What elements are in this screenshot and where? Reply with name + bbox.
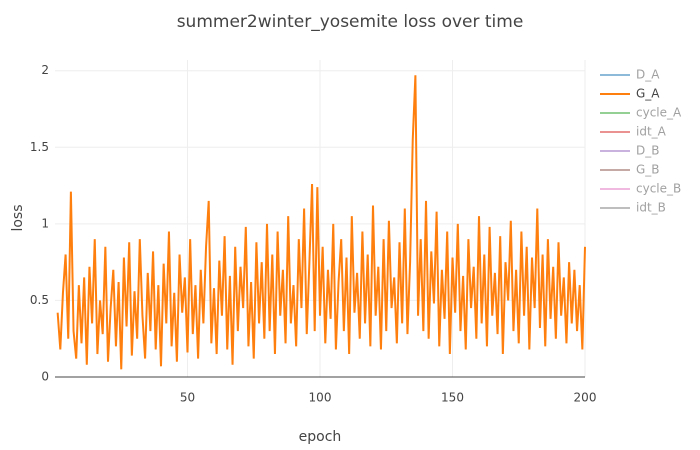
y-tick-label: 0 — [41, 370, 49, 384]
chart-title: summer2winter_yosemite loss over time — [177, 12, 524, 32]
legend-label[interactable]: idt_A — [636, 125, 667, 139]
x-tick-label: 150 — [441, 391, 464, 405]
y-axis-label: loss — [10, 204, 26, 231]
x-tick-label: 50 — [180, 391, 195, 405]
y-tick-label: 2 — [41, 63, 49, 77]
legend-label[interactable]: cycle_B — [636, 182, 681, 196]
x-tick-label: 200 — [574, 391, 597, 405]
legend-label[interactable]: G_B — [636, 163, 660, 177]
legend-label[interactable]: D_A — [636, 68, 660, 82]
y-tick-label: 0.5 — [30, 293, 49, 307]
legend-label[interactable]: D_B — [636, 144, 659, 158]
x-axis-label: epoch — [299, 429, 342, 445]
x-tick-label: 100 — [309, 391, 332, 405]
y-tick-label: 1 — [41, 216, 49, 230]
legend-label[interactable]: G_A — [636, 87, 660, 101]
legend-label[interactable]: idt_B — [636, 201, 666, 215]
y-tick-label: 1.5 — [30, 140, 49, 154]
data-line — [56, 75, 586, 370]
legend-label[interactable]: cycle_A — [636, 106, 682, 120]
